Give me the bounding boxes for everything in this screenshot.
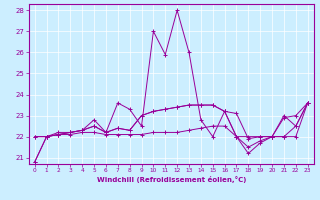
X-axis label: Windchill (Refroidissement éolien,°C): Windchill (Refroidissement éolien,°C) <box>97 176 246 183</box>
